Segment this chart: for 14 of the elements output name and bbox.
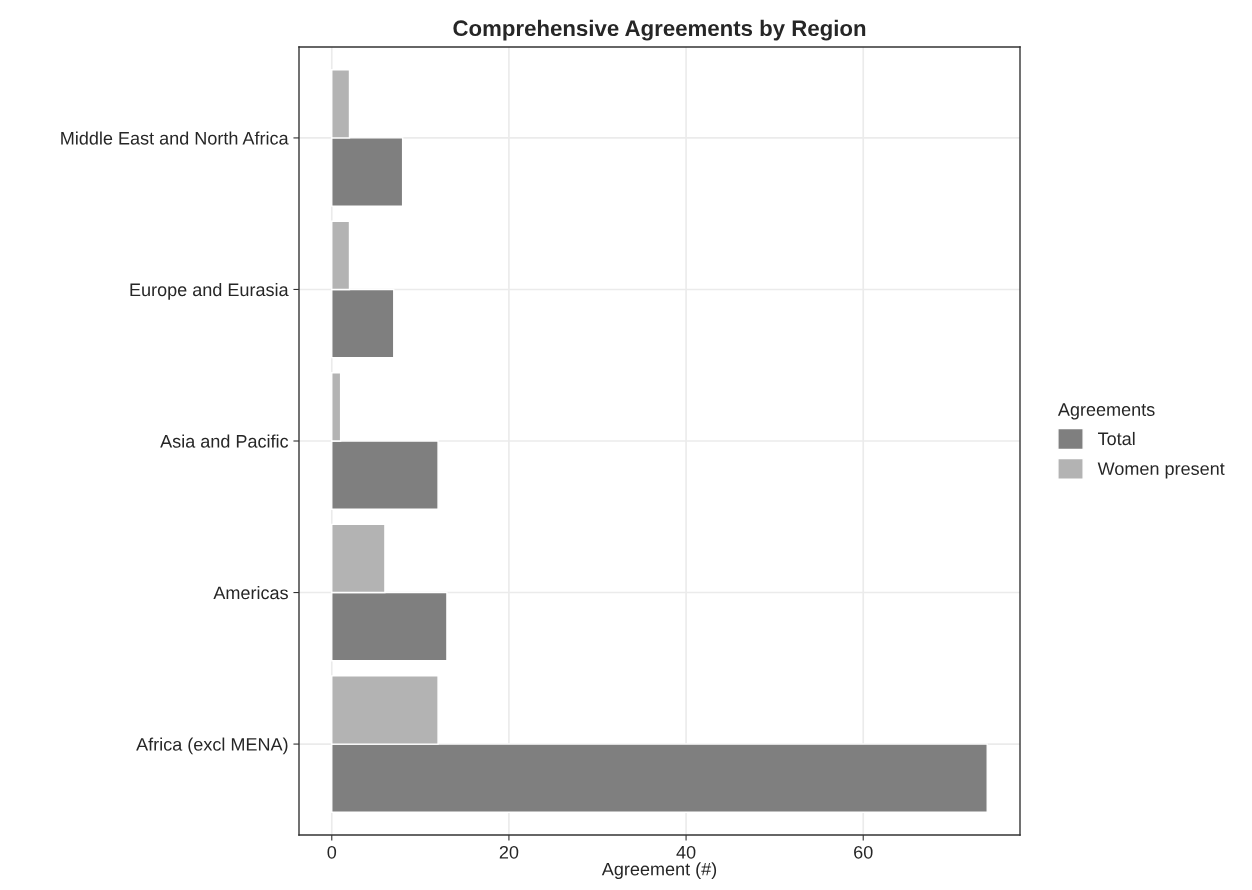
- legend-label: Women present: [1097, 462, 1225, 479]
- chart-title: Comprehensive Agreements by Region: [453, 19, 866, 41]
- y-tick-label: Europe and Eurasia: [130, 282, 289, 300]
- y-tick-label: Middle East and North Africa: [61, 131, 289, 145]
- x-tick-label: 40: [676, 845, 696, 859]
- legend-label: Total: [1098, 431, 1135, 446]
- y-tick-label: Americas: [213, 586, 288, 600]
- x-tick-label: 0: [327, 845, 337, 859]
- legend-title: Agreements: [1057, 403, 1155, 420]
- x-tick-label: 20: [499, 845, 519, 859]
- x-axis-title: Agreement (#): [601, 862, 717, 880]
- y-tick-label: Africa (excl MENA): [136, 737, 288, 755]
- y-tick-label: Asia and Pacific: [160, 434, 289, 448]
- x-tick-label: 60: [854, 845, 873, 859]
